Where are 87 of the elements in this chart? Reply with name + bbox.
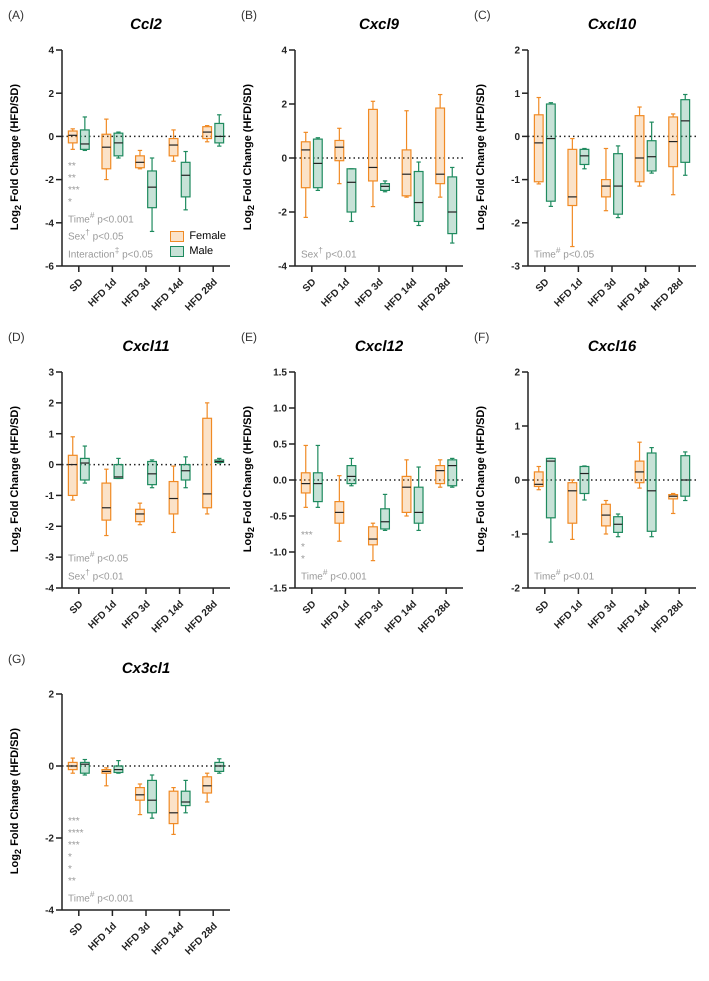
annotation: *** <box>301 530 313 542</box>
annotation: Sex$^{†}$ p<0.01 <box>301 244 357 261</box>
y-tick-label: 0 <box>48 460 54 472</box>
chart-title: Cx3cl1 <box>120 660 172 677</box>
annotation: Time$^{#}$ p<0.01 <box>534 566 594 583</box>
y-tick-label: -1 <box>511 530 520 541</box>
y-tick-label: 1.0 <box>273 404 288 415</box>
y-tick-label: -1 <box>511 175 520 186</box>
x-tick-label: SD <box>68 276 86 294</box>
y-tick-label: 0 <box>514 132 520 143</box>
annotation: Time$^{#}$ p<0.001 <box>301 566 367 583</box>
y-tick-label: -6 <box>45 262 54 273</box>
y-tick-label: 4 <box>48 46 54 57</box>
chart-title: Cxcl16 <box>586 338 638 355</box>
x-tick-label: SD <box>534 598 552 616</box>
y-tick-label: 2 <box>281 100 288 111</box>
annotation: * <box>68 197 72 210</box>
y-tick-label: 0 <box>48 132 54 143</box>
chart-subtitle: (C) <box>474 8 491 22</box>
y-tick-label: 2 <box>48 690 54 701</box>
chart-subtitle: (B) <box>241 8 257 22</box>
y-tick-label: 0 <box>514 476 520 487</box>
y-tick-label: 4 <box>281 46 288 57</box>
legend-label: Male <box>189 245 214 257</box>
y-tick-label: -4 <box>45 218 54 230</box>
chart-subtitle: (D) <box>8 330 25 344</box>
x-tick-label: SD <box>300 276 318 294</box>
x-tick-label: SD <box>534 276 552 294</box>
y-tick-label: 3 <box>48 368 54 379</box>
y-tick-label: -3 <box>511 262 520 273</box>
chart-title: Cxcl9 <box>358 16 400 33</box>
x-tick-label: SD <box>68 598 86 616</box>
chart-subtitle: (E) <box>241 330 257 344</box>
y-tick-label: -3 <box>45 552 54 564</box>
chart-subtitle: (G) <box>8 652 26 666</box>
y-tick-label: -4 <box>278 262 288 273</box>
y-tick-label: 0.0 <box>273 476 288 487</box>
annotation: **** <box>68 828 84 840</box>
y-tick-label: -2 <box>511 218 520 230</box>
y-tick-label: 2 <box>514 368 520 379</box>
chart-title: Cxcl11 <box>121 338 171 355</box>
annotation: Sex$^{†}$ p<0.05 <box>68 226 124 244</box>
annotation: Time$^{#}$ p<0.05 <box>68 548 128 566</box>
chart-title: Cxcl10 <box>586 16 638 33</box>
y-tick-label: -4 <box>45 584 54 595</box>
chart-subtitle: (F) <box>474 330 490 344</box>
annotation: Time$^{#}$ p<0.05 <box>534 244 594 261</box>
y-tick-label: -2 <box>278 208 288 219</box>
y-tick-label: 2 <box>48 398 54 410</box>
chart-subtitle: (A) <box>8 8 24 22</box>
y-tick-label: 1.5 <box>273 368 288 379</box>
annotation: ** <box>68 161 76 174</box>
annotation: * <box>301 542 305 554</box>
x-tick-label: SD <box>68 920 86 938</box>
y-tick-label: -1 <box>45 490 54 502</box>
y-tick-label: 2 <box>48 88 54 100</box>
annotation: Sex$^{†}$ p<0.01 <box>68 566 124 583</box>
annotation: Interaction$^{‡}$ p<0.05 <box>68 244 153 261</box>
y-tick-label: -1.5 <box>270 584 288 595</box>
annotation: *** <box>68 840 80 852</box>
annotation: *** <box>68 816 80 828</box>
annotation: Time$^{#}$ p<0.001 <box>68 209 134 226</box>
annotation: * <box>68 864 72 876</box>
y-tick-label: -2 <box>45 834 54 845</box>
y-tick-label: 1 <box>48 429 54 440</box>
y-tick-label: -2 <box>45 522 54 533</box>
annotation: *** <box>68 185 80 198</box>
y-tick-label: 0 <box>48 762 54 773</box>
chart-title: Cxcl12 <box>354 338 404 355</box>
y-tick-label: -2 <box>511 584 520 595</box>
annotation: Time$^{#}$ p<0.001 <box>68 888 134 905</box>
annotation: ** <box>68 173 76 186</box>
y-tick-label: 2 <box>514 46 520 57</box>
y-tick-label: 0.5 <box>273 440 288 451</box>
y-tick-label: -1.0 <box>270 548 288 559</box>
annotation: ** <box>68 876 76 888</box>
annotation: * <box>68 852 72 864</box>
chart-title: Ccl2 <box>129 16 163 33</box>
y-tick-label: -0.5 <box>270 512 288 523</box>
x-tick-label: SD <box>300 598 318 616</box>
legend-label: Female <box>189 230 226 242</box>
y-tick-label: 1 <box>514 422 520 433</box>
annotation: * <box>301 554 305 566</box>
y-tick-label: 0 <box>281 154 288 165</box>
y-tick-label: 1 <box>514 88 520 100</box>
y-tick-label: -2 <box>45 175 54 186</box>
y-tick-label: -4 <box>45 906 54 917</box>
